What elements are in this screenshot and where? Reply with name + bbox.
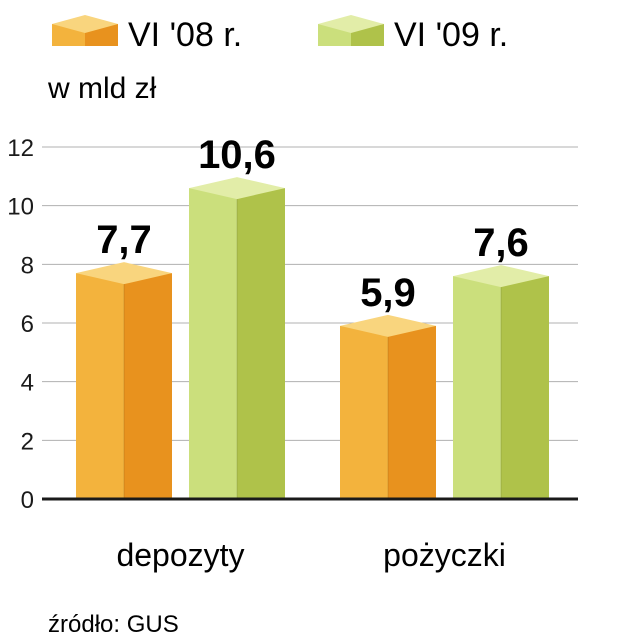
bar-top-face — [340, 314, 436, 337]
bar-pożyczki-series-2 — [453, 265, 549, 499]
bar-front-face — [76, 273, 124, 499]
bar-depozyty-series-1 — [76, 262, 172, 499]
legend-cube-icon — [52, 15, 118, 46]
y-tick-label: 0 — [21, 487, 34, 514]
value-label: 7,6 — [473, 221, 529, 265]
bar-depozyty-series-2 — [189, 177, 285, 500]
y-tick-label: 12 — [7, 135, 34, 162]
unit-label: w mld zł — [47, 72, 157, 105]
legend: VI '08 r. VI '09 r. — [52, 15, 508, 54]
value-label: 10,6 — [198, 133, 276, 177]
bars — [76, 177, 549, 500]
category-label: depozyty — [116, 537, 244, 573]
bar-top-face — [76, 262, 172, 285]
bar-top-face — [189, 177, 285, 200]
legend-cube-icon — [318, 15, 384, 46]
value-labels: 7,7 5,9 10,6 7,6 — [96, 133, 529, 315]
value-label: 7,7 — [96, 218, 152, 262]
y-tick-label: 8 — [21, 252, 34, 279]
legend-label: VI '08 r. — [128, 16, 242, 54]
legend-label: VI '09 r. — [394, 16, 508, 54]
bar-side-face — [501, 276, 549, 499]
y-tick-label: 6 — [21, 311, 34, 338]
y-tick-label: 10 — [7, 194, 34, 221]
y-axis: 0 2 4 6 8 10 12 — [7, 135, 34, 514]
bar-side-face — [388, 325, 436, 499]
bar-front-face — [453, 276, 501, 499]
value-label: 5,9 — [360, 271, 416, 315]
bar-front-face — [340, 325, 388, 499]
bar-side-face — [237, 188, 285, 500]
bar-top-face — [453, 265, 549, 288]
y-tick-label: 2 — [21, 428, 34, 455]
category-label: pożyczki — [383, 537, 506, 573]
source-note: źródło: GUS — [48, 611, 179, 638]
x-axis: depozyty pożyczki — [42, 497, 578, 573]
bar-pożyczki-series-1 — [340, 314, 436, 499]
bar-side-face — [124, 273, 172, 499]
bar-front-face — [189, 188, 237, 500]
y-tick-label: 4 — [21, 370, 34, 397]
